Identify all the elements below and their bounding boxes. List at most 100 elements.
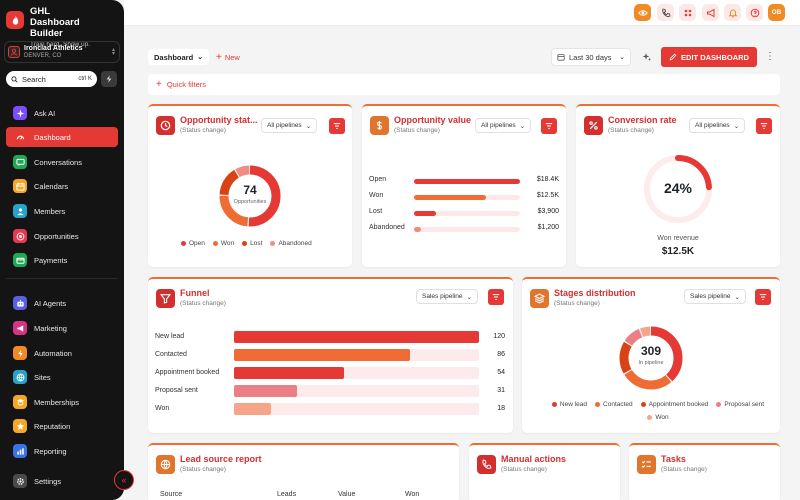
value-bar[interactable] (414, 179, 520, 184)
sidebar-item-opportunities[interactable]: Opportunities (6, 226, 118, 246)
sidebar-item-members[interactable]: Members (6, 201, 118, 221)
funnel-bar[interactable] (234, 367, 345, 379)
new-dashboard-button[interactable]: + New (216, 49, 240, 65)
ai-customize-button[interactable] (638, 48, 656, 66)
sidebar-item-ai-agents[interactable]: AI Agents (6, 293, 118, 313)
more-options-icon[interactable]: ⋮ (765, 51, 775, 62)
edit-dashboard-button[interactable]: EDIT DASHBOARD (661, 47, 757, 67)
stage-slice[interactable] (619, 326, 683, 390)
sidebar-item-label: AI Agents (34, 298, 67, 308)
robot-icon (13, 296, 27, 310)
notifications-button[interactable] (724, 4, 741, 21)
card-filter-button[interactable] (755, 289, 771, 305)
funnel-bar[interactable] (234, 385, 298, 397)
status-slice[interactable] (219, 165, 281, 227)
sidebar-item-reporting[interactable]: Reporting (6, 441, 118, 461)
sidebar-item-conversations[interactable]: Conversations (6, 152, 118, 172)
status-slice[interactable] (219, 165, 281, 227)
sidebar-item-payments[interactable]: Payments (6, 250, 118, 270)
help-icon (750, 8, 759, 17)
sidebar-item-ask-ai[interactable]: Ask AI (6, 103, 118, 123)
value-row-label: Open (369, 176, 387, 183)
bar-chart-icon (13, 444, 27, 458)
sidebar-item-marketing[interactable]: Marketing (6, 318, 118, 338)
quick-filters-bar[interactable]: + Quick filters (148, 74, 780, 95)
donut-center-label: Opportunities (233, 199, 267, 205)
card-filter-button[interactable] (541, 118, 557, 134)
stage-slice[interactable] (619, 326, 683, 390)
sidebar-item-sites[interactable]: Sites (6, 367, 118, 387)
quick-action-button[interactable] (101, 71, 117, 87)
collapse-sidebar-button[interactable]: « (114, 470, 134, 490)
avatar[interactable]: OB (768, 4, 785, 21)
value-row-amount: $1,200 (537, 224, 559, 231)
legend-dot (647, 414, 653, 420)
search-icon (11, 75, 18, 83)
sidebar: GHL Dashboard Builder Train hard. Show u… (0, 0, 124, 500)
funnel-row-value: 54 (497, 369, 505, 376)
users-icon (8, 46, 20, 58)
column-header-source[interactable]: Source (160, 491, 183, 498)
announcements-button[interactable] (702, 4, 719, 21)
sidebar-item-label: Payments (34, 255, 68, 265)
status-icon (156, 116, 175, 135)
plus-icon: + (216, 51, 222, 63)
plus-icon: + (156, 79, 162, 90)
card-subtitle: (Status change) (608, 127, 654, 134)
column-header-won[interactable]: Won (405, 491, 420, 498)
card-icon (13, 253, 27, 267)
preview-button[interactable] (634, 4, 651, 21)
pipeline-filter[interactable]: Sales pipeline ⌄ (684, 289, 746, 304)
sidebar-item-reputation[interactable]: Reputation (6, 416, 118, 436)
card-filter-button[interactable] (488, 289, 504, 305)
funnel-row-value: 18 (497, 405, 505, 412)
value-bar[interactable] (414, 195, 487, 200)
donut-center-value: 309 (640, 344, 662, 358)
apps-button[interactable] (679, 4, 696, 21)
legend-dot (716, 401, 722, 407)
search-input[interactable]: Search ctrl K (6, 71, 97, 87)
funnel-bar[interactable] (234, 349, 410, 361)
dashboard-selector[interactable]: Dashboard ⌄ (148, 49, 210, 65)
badge-icon (13, 395, 27, 409)
funnel-bar[interactable] (234, 331, 479, 343)
edit-dashboard-label: EDIT DASHBOARD (681, 52, 749, 62)
pipeline-filter[interactable]: All pipelines ⌄ (689, 118, 746, 133)
pipeline-filter[interactable]: Sales pipeline ⌄ (416, 289, 478, 304)
value-row-label: Abandoned (369, 224, 405, 231)
pipeline-filter[interactable]: All pipelines ⌄ (475, 118, 532, 133)
sidebar-item-automation[interactable]: Automation (6, 343, 118, 363)
gauge-icon (13, 130, 27, 144)
legend-item: Proposal sent (716, 401, 764, 408)
sidebar-item-dashboard[interactable]: Dashboard (6, 127, 118, 147)
legend-item: Won (647, 414, 669, 421)
account-switcher[interactable]: Ironclad Athletics DENVER, CO ▴ ▾ (4, 41, 120, 63)
sidebar-item-label: Settings (34, 476, 62, 486)
value-bar[interactable] (414, 227, 421, 232)
sidebar-item-memberships[interactable]: Memberships (6, 392, 118, 412)
account-name: Ironclad Athletics (24, 44, 83, 52)
date-range-picker[interactable]: Last 30 days ⌄ (551, 48, 631, 66)
value-row-amount: $3,900 (537, 208, 559, 215)
help-button[interactable] (746, 4, 763, 21)
sidebar-item-settings[interactable]: Settings (6, 471, 118, 491)
column-header-value[interactable]: Value (338, 491, 356, 498)
card-title: Stages distribution (554, 288, 636, 298)
pipeline-filter[interactable]: All pipelines ⌄ (261, 118, 318, 133)
funnel-bar-track (234, 385, 479, 397)
column-header-leads[interactable]: Leads (277, 491, 297, 498)
stage-slice[interactable] (619, 326, 683, 390)
card-filter-button[interactable] (756, 118, 772, 134)
funnel-bar[interactable] (234, 403, 271, 415)
checklist-icon (637, 455, 656, 474)
sidebar-item-label: Conversations (34, 157, 82, 167)
legend-label: Open (189, 240, 205, 247)
card-filter-button[interactable] (329, 118, 345, 134)
sidebar-item-label: Members (34, 206, 66, 216)
value-bar[interactable] (414, 211, 437, 216)
phone-button[interactable] (657, 4, 674, 21)
card-subtitle: (Status change) (661, 466, 707, 473)
stages-distribution-donut (619, 326, 683, 390)
sidebar-item-calendars[interactable]: Calendars (6, 176, 118, 196)
donut-center-value: 74 (243, 183, 257, 197)
